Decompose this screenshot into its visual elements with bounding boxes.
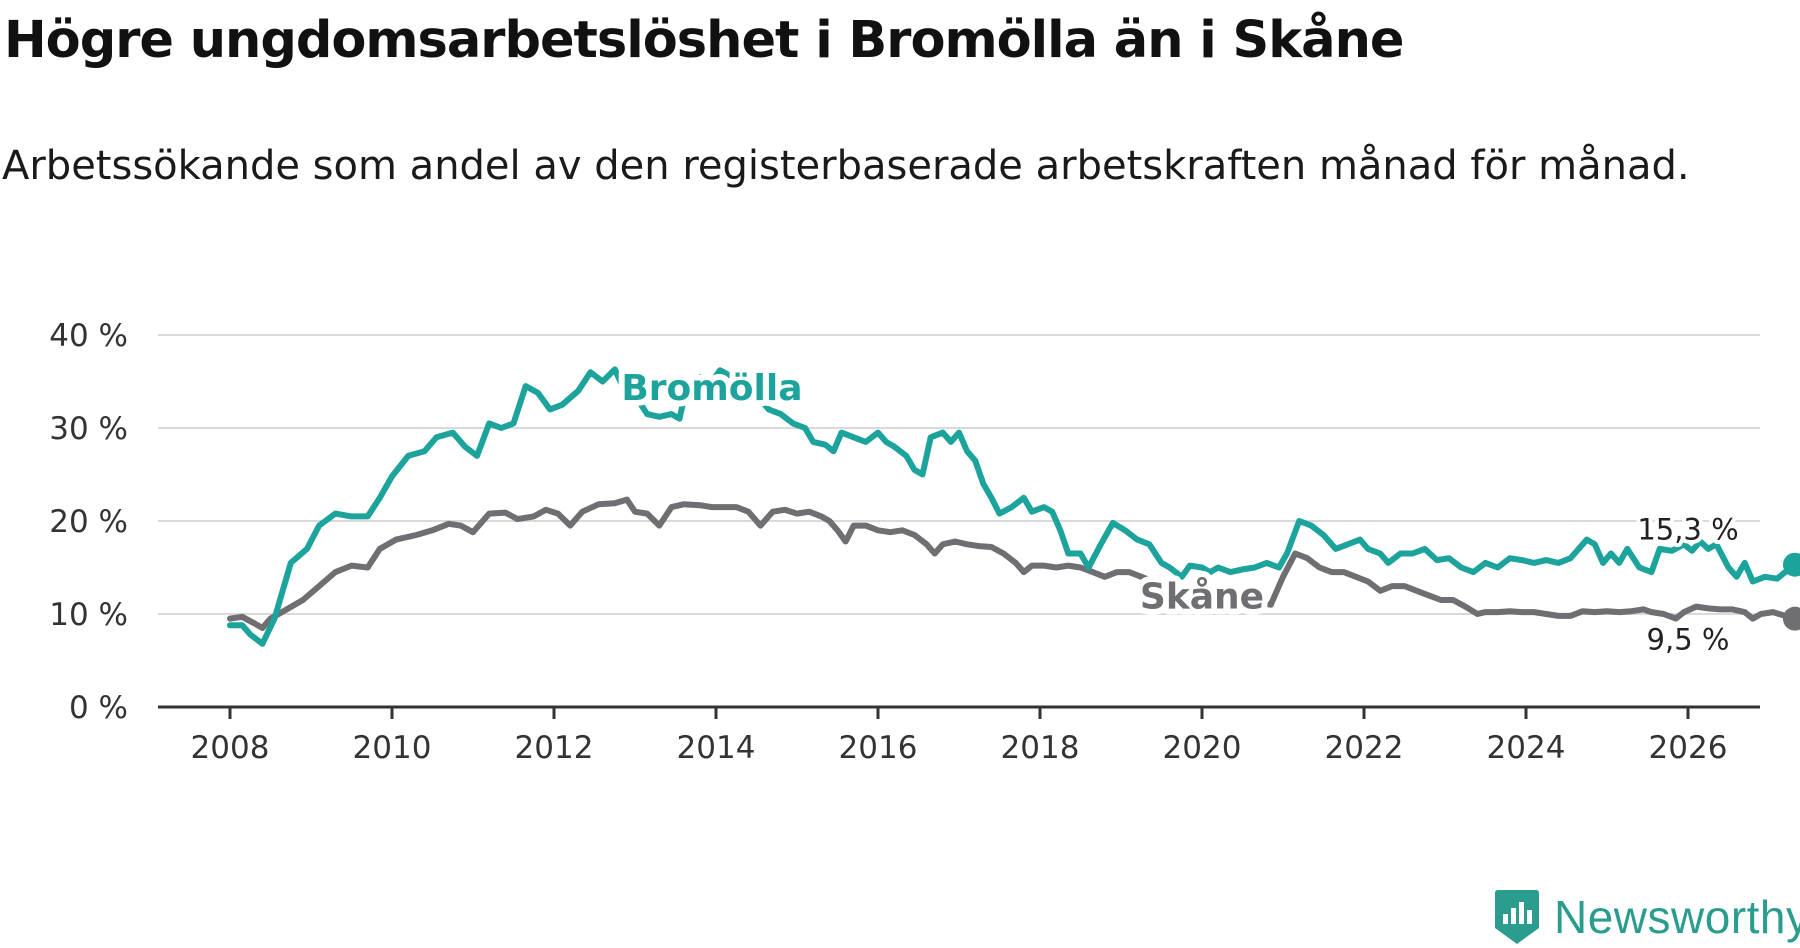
end-value-label-skne: 9,5 % — [1647, 622, 1730, 656]
end-point-skne — [1782, 606, 1800, 631]
series-label-halo: Skåne — [1140, 576, 1264, 617]
series-label-bromlla: Bromölla — [621, 368, 802, 409]
x-tick-label: 2012 — [515, 730, 594, 766]
x-tick-label: 2008 — [191, 730, 270, 766]
x-axis-ticks: 2008 2010 2012 2014 2016 2018 2020 2022 2024 2026 — [191, 707, 1728, 766]
y-tick-label: 30 % — [49, 411, 128, 447]
x-tick-label: 2022 — [1325, 730, 1404, 766]
x-tick-label: 2016 — [839, 730, 918, 766]
end-point-bromlla — [1782, 552, 1800, 577]
x-tick-label: 2014 — [677, 730, 756, 766]
brand-name: Newsworthy — [1554, 891, 1800, 943]
series-lines — [227, 366, 1800, 647]
line-chart: 0 % 10 % 20 % 30 % 40 % 2008 2010 2012 2014 2016… — [49, 318, 1800, 766]
end-value-halo: 9,5 % — [1647, 622, 1730, 656]
y-tick-label: 20 % — [49, 504, 128, 540]
end-value-label-bromlla: 15,3 % — [1637, 513, 1738, 547]
chart-title: Högre ungdomsarbetslöshet i Bromölla än … — [4, 11, 1404, 70]
gridlines — [158, 334, 1760, 709]
chart-subtitle: Arbetssökande som andel av den registerb… — [2, 143, 1690, 189]
brand-logo: Newsworthy — [1494, 888, 1800, 946]
end-value-halo: 15,3 % — [1637, 513, 1738, 547]
x-tick-label: 2018 — [1001, 730, 1080, 766]
y-tick-label: 0 % — [69, 690, 128, 726]
x-tick-label: 2026 — [1649, 730, 1728, 766]
y-axis-ticks: 0 % 10 % 20 % 30 % 40 % — [49, 318, 128, 726]
y-tick-label: 10 % — [49, 597, 128, 633]
series-line-bromlla — [227, 366, 1798, 647]
series-label-skne: Skåne — [1140, 576, 1264, 617]
x-tick-label: 2024 — [1487, 730, 1566, 766]
series-label-halo: Bromölla — [621, 368, 802, 409]
x-tick-label: 2020 — [1163, 730, 1242, 766]
newsworthy-logo-icon — [1495, 890, 1539, 944]
series-line-skne — [227, 496, 1798, 631]
x-tick-label: 2010 — [353, 730, 432, 766]
y-tick-label: 40 % — [49, 318, 128, 354]
